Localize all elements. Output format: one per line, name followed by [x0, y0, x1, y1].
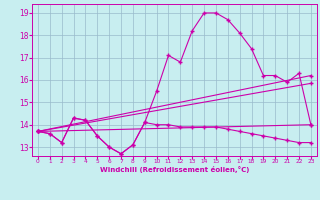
X-axis label: Windchill (Refroidissement éolien,°C): Windchill (Refroidissement éolien,°C) [100, 166, 249, 173]
